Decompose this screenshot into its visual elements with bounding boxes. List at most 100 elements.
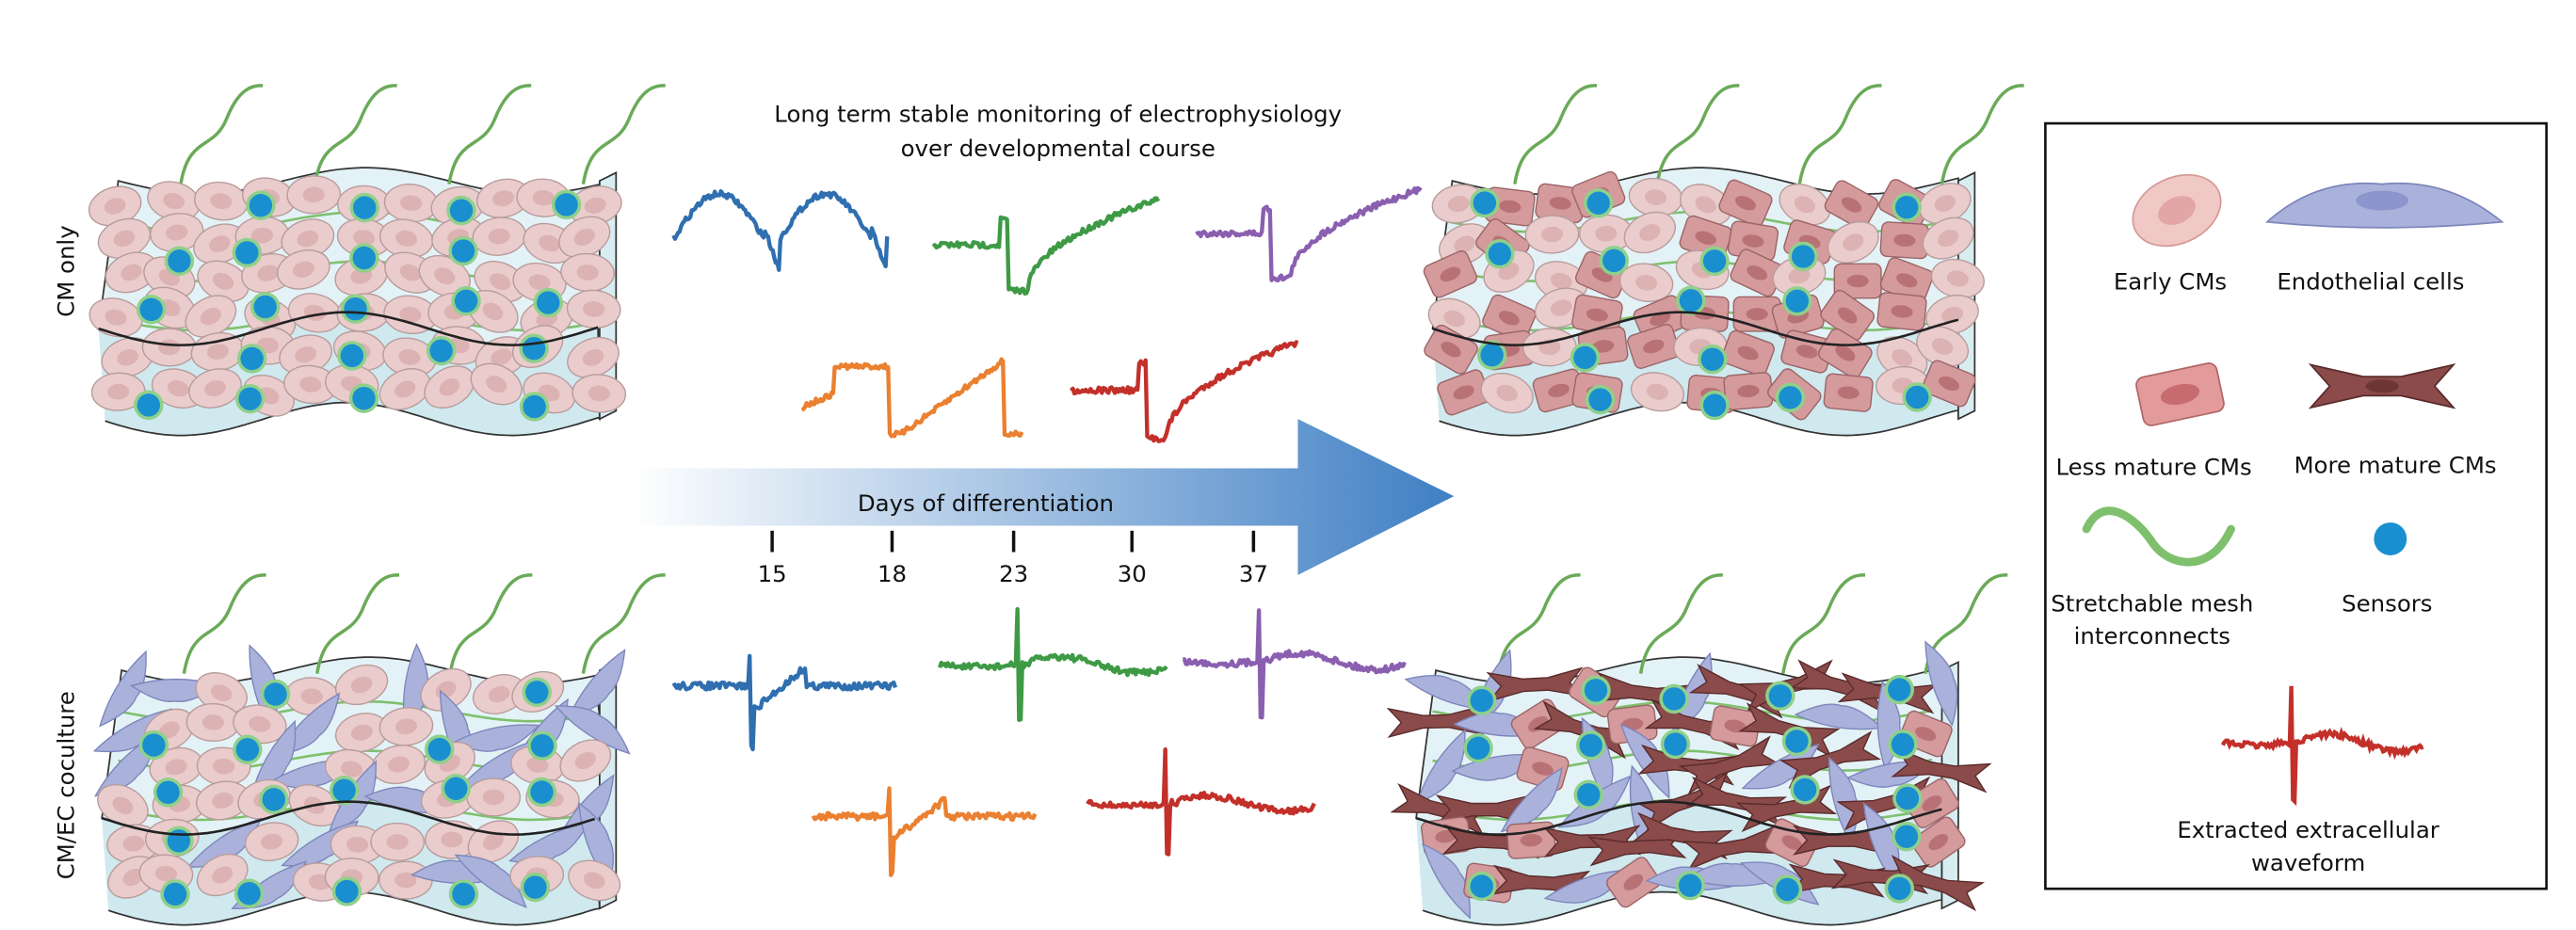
nucleus	[117, 349, 138, 366]
nucleus	[297, 231, 319, 248]
nucleus	[346, 837, 369, 853]
nucleus	[212, 272, 234, 290]
nucleus	[1520, 834, 1542, 847]
nucleus	[212, 792, 234, 809]
waveform	[671, 188, 890, 272]
sensor	[1894, 195, 1919, 219]
slab	[1386, 573, 2008, 926]
nucleus	[582, 348, 604, 366]
nucleus	[250, 227, 273, 244]
sensor	[1779, 386, 1802, 409]
nucleus	[1737, 384, 1760, 398]
nucleus	[1623, 874, 1644, 890]
endothelial-cell	[554, 705, 631, 755]
nucleus	[1443, 310, 1465, 328]
legend-label: Less mature CMs	[2055, 453, 2251, 480]
nucleus	[1496, 384, 1518, 402]
nucleus	[293, 261, 314, 278]
sensor	[352, 386, 376, 410]
nucleus	[387, 756, 410, 773]
nucleus	[1934, 195, 1956, 212]
nucleus	[441, 831, 463, 848]
title-line: Long term stable monitoring of electroph…	[774, 100, 1342, 127]
sensor	[1662, 687, 1686, 711]
endothelial-cell	[1543, 869, 1630, 904]
more-mature-cm	[1891, 746, 1992, 794]
sensor	[352, 246, 377, 270]
legend-nucleus	[2158, 196, 2196, 225]
sensor	[340, 344, 364, 368]
nucleus	[528, 274, 551, 291]
endothelial-cell	[1619, 723, 1670, 799]
waveform	[811, 786, 1038, 877]
sensor	[449, 199, 474, 222]
mesh-interconnect	[448, 573, 533, 674]
timeline-day: 18	[877, 560, 907, 587]
nucleus	[399, 306, 422, 323]
nucleus	[257, 265, 280, 281]
nucleus	[398, 348, 421, 365]
mesh-interconnect	[182, 573, 266, 674]
waveform	[931, 196, 1161, 297]
sensor	[444, 777, 468, 800]
slab	[1423, 84, 2024, 437]
nucleus	[210, 193, 233, 210]
sensor	[1466, 736, 1490, 760]
nucleus	[488, 685, 510, 703]
nucleus	[489, 273, 511, 291]
sensor	[1891, 732, 1915, 757]
nucleus	[122, 835, 145, 852]
nucleus	[200, 307, 221, 326]
sensor	[1586, 191, 1610, 215]
nucleus	[574, 751, 596, 770]
sensor	[525, 681, 549, 704]
mesh-interconnect	[1940, 84, 2024, 184]
mesh-interconnect	[1924, 573, 2008, 674]
waveform	[1069, 340, 1299, 443]
sensor	[523, 875, 547, 899]
sensor	[353, 196, 377, 219]
timeline-day: 37	[1239, 560, 1268, 587]
nucleus	[394, 872, 417, 889]
sensor	[1480, 343, 1504, 367]
nucleus	[295, 346, 316, 363]
nucleus	[588, 385, 610, 402]
sensor	[451, 239, 475, 263]
nucleus	[1788, 267, 1811, 284]
nucleus	[1795, 345, 1818, 359]
mesh-interconnect	[179, 84, 264, 184]
nucleus	[166, 224, 188, 241]
nucleus	[486, 376, 507, 393]
nucleus	[1548, 383, 1570, 397]
nucleus	[1891, 305, 1913, 318]
endothelial-cell	[99, 649, 147, 728]
nucleus	[1893, 233, 1916, 247]
title-line: over developmental course	[901, 135, 1216, 162]
nucleus	[1592, 340, 1615, 353]
nucleus	[439, 377, 460, 396]
endothelial-cell	[1924, 640, 1958, 727]
nucleus	[399, 264, 422, 281]
sensor	[332, 778, 356, 802]
sensor	[530, 780, 554, 804]
sensor	[555, 193, 578, 216]
nucleus	[167, 380, 189, 397]
endothelial-cell	[1415, 729, 1466, 805]
nucleus	[394, 380, 416, 398]
nucleus	[488, 228, 510, 245]
nucleus	[1742, 234, 1764, 248]
nucleus	[1747, 265, 1768, 281]
sensor	[429, 339, 453, 362]
nucleus	[1931, 338, 1954, 355]
nucleus	[350, 676, 373, 694]
waveform	[1182, 608, 1407, 720]
row-label: CM only	[53, 225, 80, 316]
sensor	[163, 882, 187, 906]
nucleus	[299, 377, 322, 393]
waveform	[1086, 747, 1316, 857]
sensor	[523, 394, 546, 419]
nucleus	[1938, 230, 1959, 248]
sensor	[1579, 733, 1602, 758]
legend: Early CMs Endothelial cells Less mature CM…	[2051, 173, 2504, 876]
legend-sensor	[2374, 522, 2407, 555]
